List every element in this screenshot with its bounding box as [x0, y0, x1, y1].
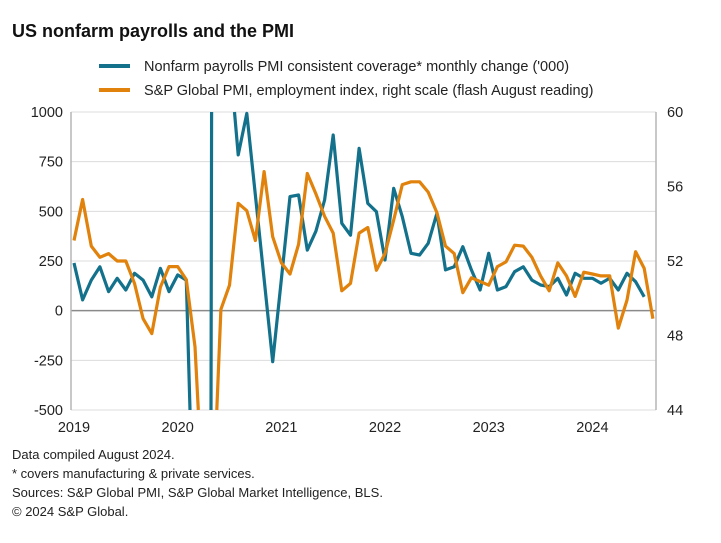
legend: Nonfarm payrolls PMI consistent coverage…	[99, 59, 593, 99]
x-axis-tick-label: 2021	[265, 420, 297, 436]
footnote-copyright: © 2024 S&P Global.	[12, 504, 128, 519]
axes: 1000 750 500 250 0 -250 -500 60 56 52 48 44 2019 2020…	[31, 105, 683, 436]
x-axis-tick-label: 2022	[369, 420, 401, 436]
footnote-coverage: * covers manufacturing & private service…	[12, 466, 255, 481]
x-axis-tick-label: 2020	[162, 420, 194, 436]
right-axis-tick-label: 52	[667, 254, 683, 270]
footnotes: Data compiled August 2024. * covers manu…	[12, 447, 383, 519]
left-axis-tick-label: 1000	[31, 105, 63, 121]
left-axis-tick-label: -250	[34, 353, 63, 369]
left-axis-tick-label: 750	[39, 155, 63, 171]
left-axis-tick-label: 0	[55, 304, 63, 320]
plot-lines	[72, 111, 655, 411]
legend-label-pmi: S&P Global PMI, employment index, right …	[144, 83, 593, 99]
gridlines	[71, 111, 656, 411]
right-axis-tick-label: 44	[667, 403, 683, 419]
x-axis-tick-label: 2023	[473, 420, 505, 436]
right-axis-tick-label: 48	[667, 329, 683, 345]
footnote-compiled: Data compiled August 2024.	[12, 447, 175, 462]
footnote-sources: Sources: S&P Global PMI, S&P Global Mark…	[12, 485, 383, 500]
left-axis-tick-label: 500	[39, 204, 63, 220]
x-axis-tick-label: 2019	[58, 420, 90, 436]
pmi-series-line	[72, 170, 655, 411]
left-axis-tick-label: 250	[39, 254, 63, 270]
right-axis-tick-label: 60	[667, 105, 683, 121]
left-axis-tick-label: -500	[34, 403, 63, 419]
legend-label-payrolls: Nonfarm payrolls PMI consistent coverage…	[144, 59, 569, 75]
chart-title: US nonfarm payrolls and the PMI	[12, 21, 294, 41]
right-axis-tick-label: 56	[667, 180, 683, 196]
x-axis-tick-label: 2024	[576, 420, 608, 436]
